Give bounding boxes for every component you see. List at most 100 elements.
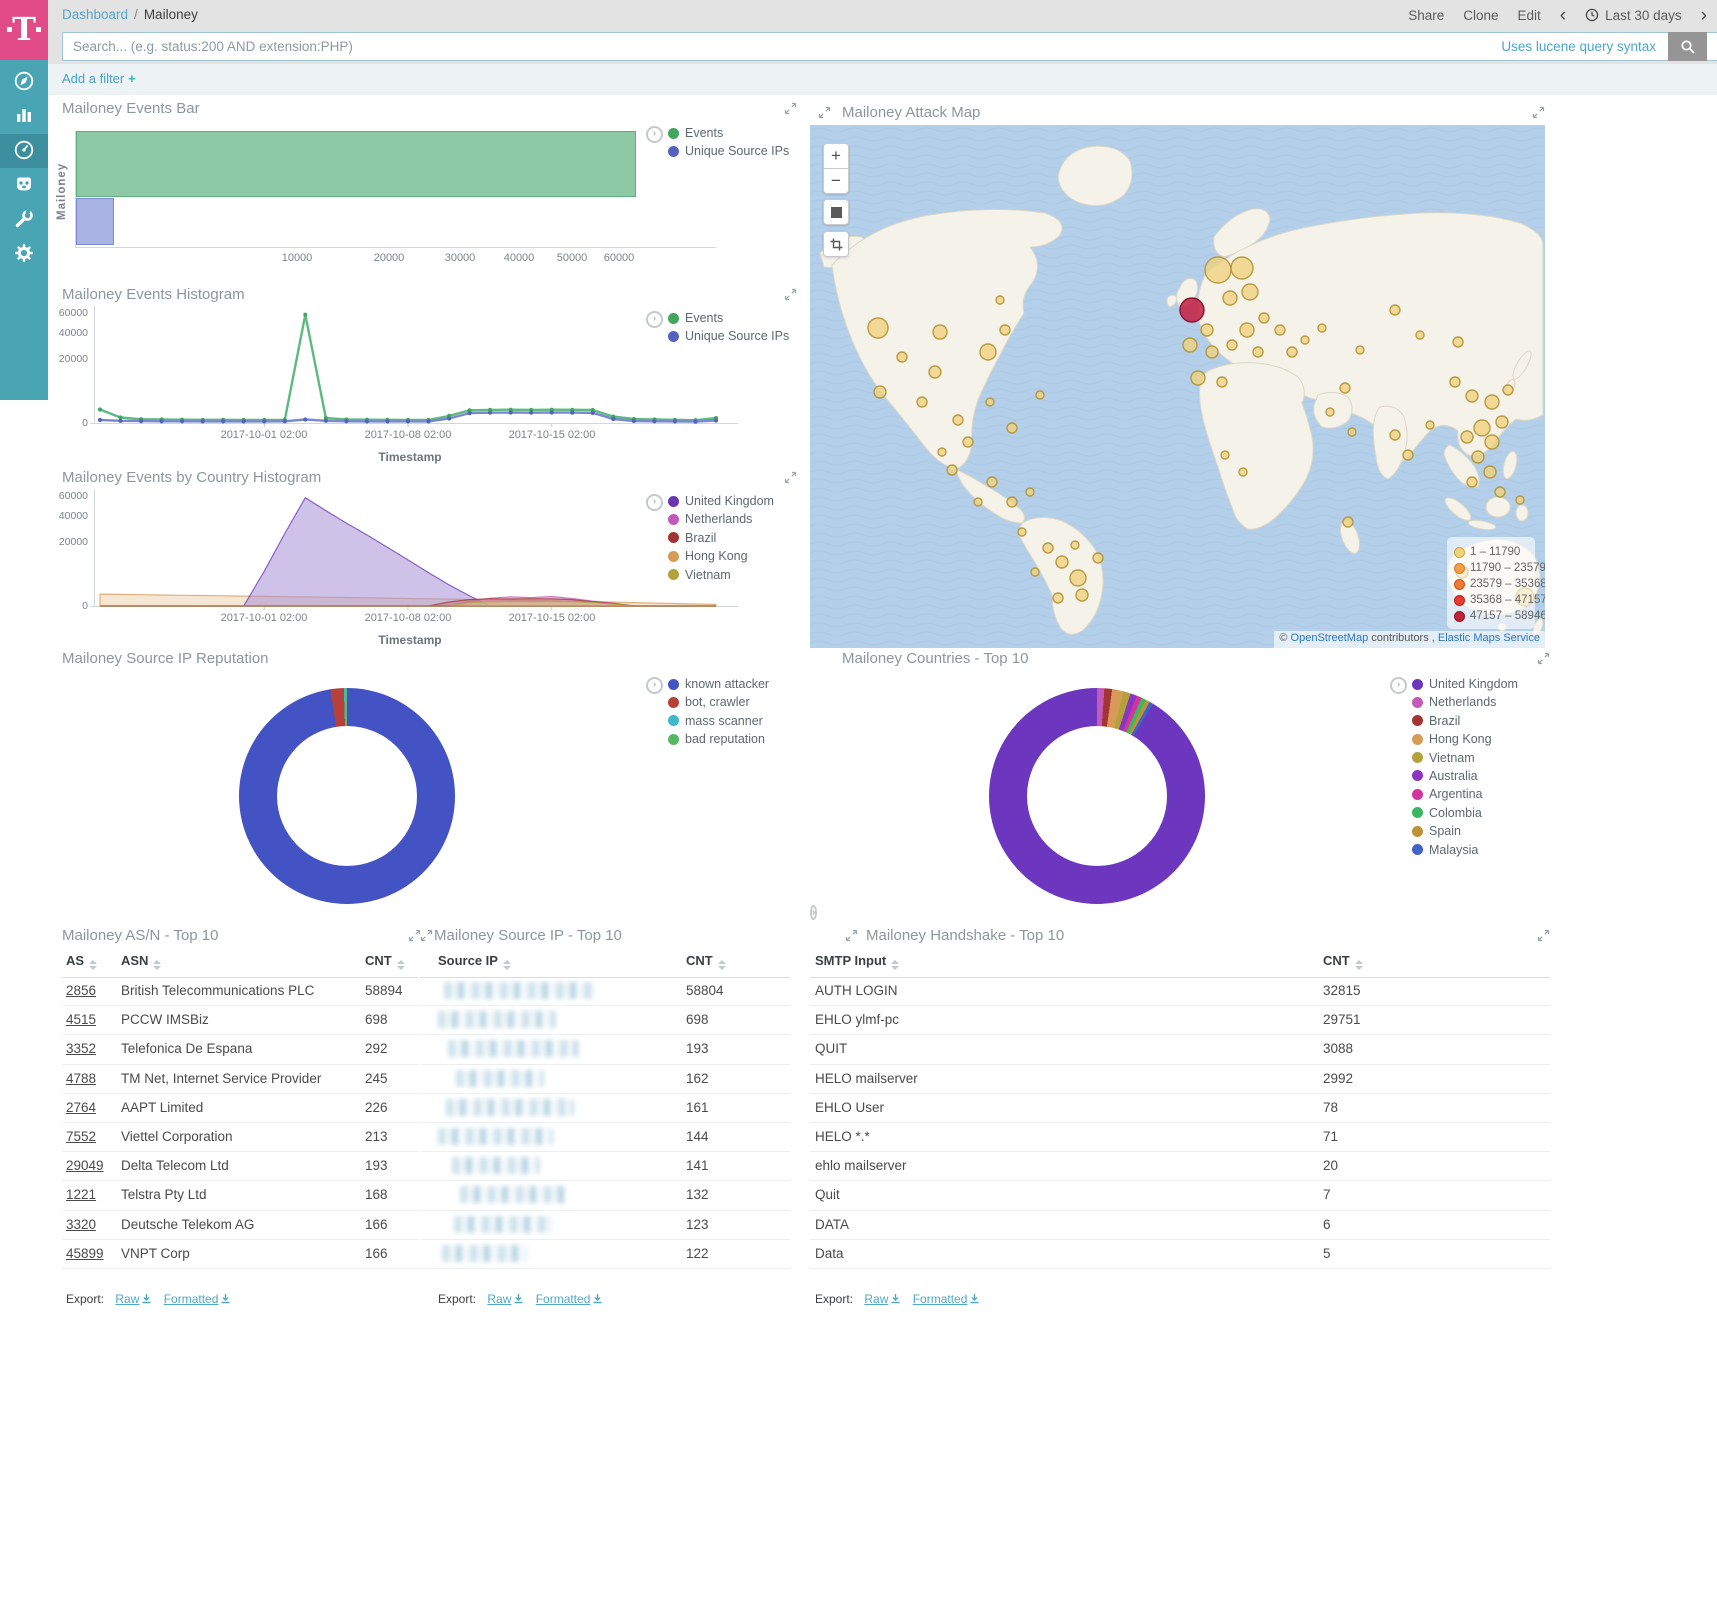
table-cell: 161 xyxy=(686,1099,709,1115)
time-next-button[interactable]: › xyxy=(1700,4,1707,26)
sidebar-item-visualize[interactable] xyxy=(0,100,48,134)
edit-button[interactable]: Edit xyxy=(1517,7,1541,23)
map-zoom-out-button[interactable]: − xyxy=(823,168,849,194)
legend-item-netherlands[interactable]: Netherlands xyxy=(668,512,774,526)
time-prev-button[interactable]: ‹ xyxy=(1559,4,1567,26)
legend-toggle-icon[interactable]: › xyxy=(646,126,663,143)
as-number-link[interactable]: 3352 xyxy=(66,1041,97,1057)
legend-item-vietnam[interactable]: Vietnam xyxy=(1412,751,1518,765)
add-filter-button[interactable]: Add a filter + xyxy=(62,71,136,86)
table-row: HELO mailserver 2992 xyxy=(810,1065,1550,1094)
search-button[interactable] xyxy=(1668,32,1707,61)
time-picker[interactable]: Last 30 days xyxy=(1585,8,1682,23)
legend-item-bot-crawler[interactable]: bot, crawler xyxy=(668,695,769,709)
legend-item-netherlands[interactable]: Netherlands xyxy=(1412,695,1518,709)
export-formatted-link[interactable]: Formatted xyxy=(536,1292,604,1306)
column-header-asn[interactable]: ASN xyxy=(121,953,162,970)
legend-item-known-attacker[interactable]: known attacker xyxy=(668,677,769,691)
expand-icon[interactable] xyxy=(1537,929,1550,945)
legend-item-malaysia[interactable]: Malaysia xyxy=(1412,843,1518,857)
legend-item-united-kingdom[interactable]: United Kingdom xyxy=(1412,677,1518,691)
table-cell: 141 xyxy=(686,1158,709,1174)
legend-toggle-icon[interactable]: › xyxy=(646,311,663,328)
as-number-link[interactable]: 45899 xyxy=(66,1245,104,1261)
sidebar-item-discover[interactable] xyxy=(0,65,48,99)
reputation-donut-chart[interactable] xyxy=(239,688,455,904)
as-number-link[interactable]: 29049 xyxy=(66,1158,104,1174)
table-cell: AAPT Limited xyxy=(121,1099,204,1115)
legend-item-vietnam[interactable]: Vietnam xyxy=(668,568,774,582)
clone-button[interactable]: Clone xyxy=(1463,7,1499,23)
elastic-maps-link[interactable]: Elastic Maps Service xyxy=(1437,632,1540,644)
legend-toggle-icon[interactable]: › xyxy=(646,494,663,511)
bar-unique-source-ips[interactable] xyxy=(76,198,114,245)
legend-item-unique-source-ips[interactable]: Unique Source IPs xyxy=(668,329,789,343)
as-number-link[interactable]: 7552 xyxy=(66,1128,97,1144)
legend-item-hong-kong[interactable]: Hong Kong xyxy=(668,549,774,563)
expand-icon[interactable] xyxy=(784,471,797,487)
legend-item-brazil[interactable]: Brazil xyxy=(1412,714,1518,728)
panel-title: Mailoney Events by Country Histogram xyxy=(62,469,322,486)
legend-toggle-icon[interactable]: › xyxy=(1390,677,1407,694)
lucene-syntax-link[interactable]: Uses lucene query syntax xyxy=(1501,39,1656,54)
sidebar-item-dev-tools[interactable] xyxy=(0,203,48,237)
column-header-source-ip[interactable]: Source IP xyxy=(438,953,511,970)
export-raw-link[interactable]: Raw xyxy=(115,1292,152,1306)
as-number-link[interactable]: 2856 xyxy=(66,983,97,998)
export-formatted-link[interactable]: Formatted xyxy=(164,1292,232,1306)
countries-donut-chart[interactable] xyxy=(989,688,1205,904)
map-crop-button[interactable] xyxy=(823,231,849,257)
expand-icon[interactable] xyxy=(784,288,797,304)
expand-icon[interactable] xyxy=(845,929,858,945)
legend-item-united-kingdom[interactable]: United Kingdom xyxy=(668,494,774,508)
collapse-row-control[interactable]: › xyxy=(810,903,818,920)
map-zoom-in-button[interactable]: + xyxy=(823,143,849,169)
expand-icon[interactable] xyxy=(1537,652,1550,668)
expand-icon[interactable] xyxy=(784,102,797,118)
as-number-link[interactable]: 1221 xyxy=(66,1187,97,1203)
column-header-cnt[interactable]: CNT xyxy=(365,953,405,970)
table-cell: Data xyxy=(815,1245,844,1261)
as-number-link[interactable]: 4515 xyxy=(66,1012,97,1028)
openstreetmap-link[interactable]: OpenStreetMap xyxy=(1290,632,1369,644)
as-number-link[interactable]: 3320 xyxy=(66,1216,97,1232)
sidebar-item-timelion[interactable] xyxy=(0,169,48,203)
legend-item-argentina[interactable]: Argentina xyxy=(1412,787,1518,801)
table-cell: TM Net, Internet Service Provider xyxy=(121,1070,322,1086)
share-button[interactable]: Share xyxy=(1408,7,1445,23)
legend-item-colombia[interactable]: Colombia xyxy=(1412,806,1518,820)
legend-item-australia[interactable]: Australia xyxy=(1412,769,1518,783)
as-number-link[interactable]: 4788 xyxy=(66,1070,97,1086)
legend-item-events[interactable]: Events xyxy=(668,126,789,140)
legend-dot xyxy=(668,312,679,324)
legend-item-spain[interactable]: Spain xyxy=(1412,824,1518,838)
breadcrumb-dashboard-link[interactable]: Dashboard xyxy=(62,7,129,22)
table-body: 2856 British Telecommunications PLC 58894 4… xyxy=(62,977,418,1269)
export-raw-link[interactable]: Raw xyxy=(487,1292,524,1306)
column-header-cnt[interactable]: CNT xyxy=(1323,953,1363,970)
export-formatted-link[interactable]: Formatted xyxy=(913,1292,981,1306)
sidebar-item-dashboard[interactable] xyxy=(0,134,48,168)
clock-icon xyxy=(1585,8,1599,22)
expand-icon[interactable] xyxy=(818,106,831,122)
legend-item-events[interactable]: Events xyxy=(668,311,789,325)
sidebar-item-management[interactable] xyxy=(0,238,48,272)
expand-icon[interactable] xyxy=(420,929,433,945)
expand-icon[interactable] xyxy=(408,929,421,945)
column-header-smtp-input[interactable]: SMTP Input xyxy=(815,953,900,970)
column-header-as[interactable]: AS xyxy=(66,953,98,970)
legend-item-unique-source-ips[interactable]: Unique Source IPs xyxy=(668,144,789,158)
search-input[interactable] xyxy=(62,32,1717,61)
legend-item-hong-kong[interactable]: Hong Kong xyxy=(1412,732,1518,746)
expand-icon[interactable] xyxy=(1532,106,1545,122)
legend-item-brazil[interactable]: Brazil xyxy=(668,531,774,545)
legend-item-mass-scanner[interactable]: mass scanner xyxy=(668,714,769,728)
attack-map[interactable]: + − 1 – 11790 11790 – 23579 23579 – 35368 3… xyxy=(810,125,1545,648)
column-header-cnt[interactable]: CNT xyxy=(686,953,726,970)
as-number-link[interactable]: 2764 xyxy=(66,1099,97,1115)
map-fit-button[interactable] xyxy=(823,199,849,225)
legend-toggle-icon[interactable]: › xyxy=(646,677,663,694)
export-raw-link[interactable]: Raw xyxy=(864,1292,901,1306)
bar-events[interactable] xyxy=(76,131,636,197)
legend-item-bad-reputation[interactable]: bad reputation xyxy=(668,732,769,746)
